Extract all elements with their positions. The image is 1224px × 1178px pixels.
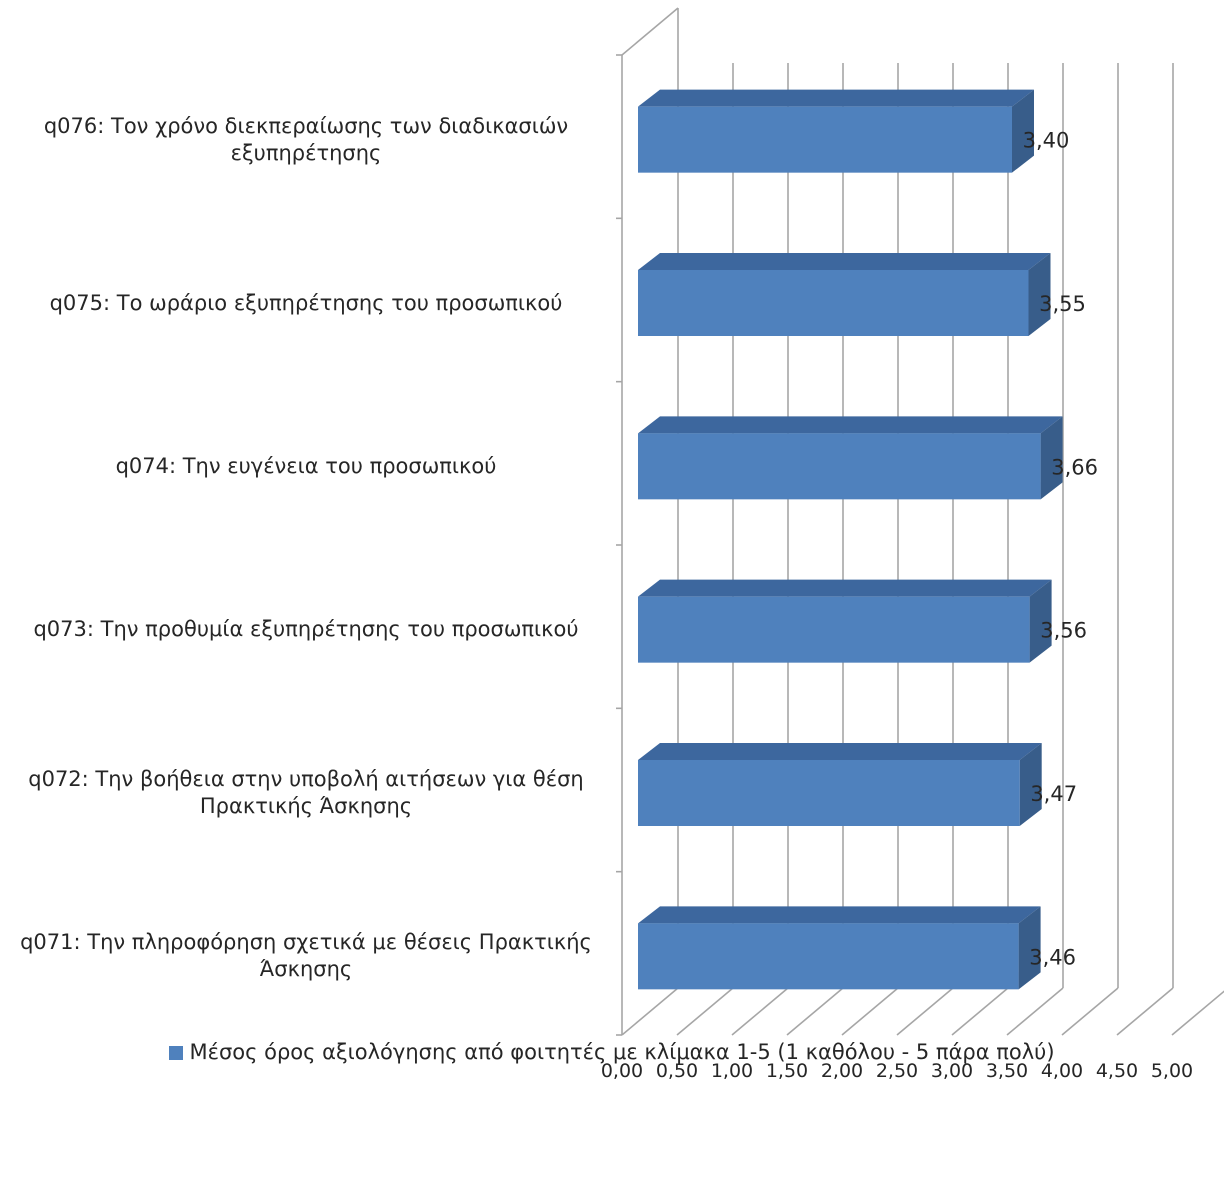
left-wall-top [621, 7, 679, 56]
x-tick-label: 3,50 [986, 1060, 1028, 1082]
bars [638, 89, 1063, 990]
floor-gridline [1006, 987, 1064, 1036]
bar-side [1028, 253, 1051, 336]
bar-side [1040, 416, 1063, 500]
category-label-line: Πρακτικής Άσκησης [199, 794, 413, 818]
category-label-line: q074: Την ευγένεια του προσωπικού [115, 453, 497, 478]
category-label-line: q076: Τον χρόνο διεκπεραίωσης των διαδικ… [43, 113, 569, 138]
category-label: q073: Την προθυμία εξυπηρέτησης του προσ… [6, 616, 606, 643]
bar [638, 596, 1030, 663]
data-label: 3,66 [1051, 455, 1098, 479]
bar [638, 433, 1041, 500]
x-axis-ticks: 0,00 0,50 1,00 1,50 2,00 2,50 3,00 3,50 4,00 4,50… [601, 1060, 1193, 1082]
legend-label: Μέσος όρος αξιολόγησης από φοιτητές με κ… [189, 1040, 1055, 1064]
category-label: q075: Το ωράριο εξυπηρέτησης του προσωπι… [6, 290, 606, 317]
bar-side [1029, 579, 1052, 663]
category-label: q074: Την ευγένεια του προσωπικού [6, 453, 606, 480]
x-tick-label: 4,00 [1041, 1060, 1083, 1082]
bar [638, 106, 1012, 173]
x-tick-label: 0,50 [656, 1060, 698, 1082]
category-label: q076: Τον χρόνο διεκπεραίωσης των διαδικ… [6, 113, 606, 167]
data-labels: 3,40 3,55 3,66 3,56 3,47 3,46 [1023, 129, 1098, 970]
category-label-line: εξυπηρέτησης [230, 140, 382, 165]
bar-top [638, 743, 1042, 760]
category-label-line: q071: Την πληροφόρηση σχετικά με θέσεις … [20, 930, 592, 955]
bar-top [638, 906, 1041, 924]
x-tick-label: 5,00 [1151, 1060, 1193, 1082]
x-tick-label: 3,00 [931, 1060, 973, 1082]
floor-gridline [731, 987, 789, 1036]
data-label: 3,56 [1040, 619, 1087, 643]
bar-side [1018, 906, 1041, 990]
legend: Μέσος όρος αξιολόγησης από φοιτητές με κ… [0, 1040, 1224, 1064]
category-label-line: q072: Την βοήθεια στην υποβολή αιτήσεων … [28, 767, 584, 791]
bar [638, 923, 1019, 990]
bar-top [638, 253, 1051, 270]
category-label-line: q073: Την προθυμία εξυπηρέτησης του προσ… [33, 617, 579, 642]
floor-gridline [896, 987, 954, 1036]
floor-gridline [951, 987, 1009, 1036]
x-tick-label: 2,50 [876, 1060, 918, 1082]
bar-top [638, 89, 1034, 107]
data-label: 3,55 [1039, 292, 1086, 316]
bar-side [1012, 89, 1034, 173]
x-tick-label: 1,50 [766, 1060, 808, 1082]
bar [638, 760, 1020, 826]
legend-swatch [169, 1046, 184, 1060]
data-label: 3,40 [1023, 129, 1070, 153]
data-label: 3,46 [1029, 945, 1076, 969]
x-tick-label: 4,50 [1096, 1060, 1138, 1082]
bar [638, 270, 1029, 336]
floor-gridline [1116, 987, 1174, 1036]
floor-gridline [676, 987, 734, 1036]
floor-gridline [1061, 987, 1119, 1036]
bar-top [638, 579, 1052, 597]
floor-gridline [1171, 990, 1224, 1036]
bar-top [638, 416, 1063, 434]
x-tick-label: 0,00 [601, 1060, 643, 1082]
category-label: q071: Την πληροφόρηση σχετικά με θέσεις … [6, 929, 606, 983]
x-tick-label: 2,00 [821, 1060, 863, 1082]
floor-gridline [621, 987, 679, 1036]
data-label: 3,47 [1030, 782, 1077, 806]
category-label-line: Άσκησης [259, 957, 353, 982]
category-label: q072: Την βοήθεια στην υποβολή αιτήσεων … [6, 766, 606, 820]
floor-gridline [786, 987, 844, 1036]
category-label-line: q075: Το ωράριο εξυπηρέτησης του προσωπι… [49, 290, 563, 315]
x-tick-label: 1,00 [711, 1060, 753, 1082]
bar-side [1019, 743, 1042, 826]
floor-gridline [841, 987, 899, 1036]
